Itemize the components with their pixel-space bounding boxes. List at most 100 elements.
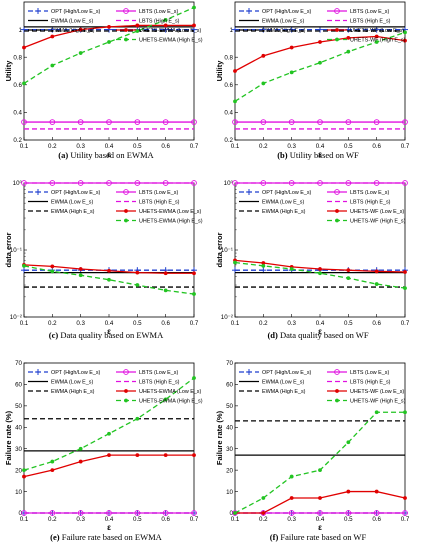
legend-marker bbox=[335, 398, 339, 403]
legend-label: LBTS (Low E_s) bbox=[139, 370, 178, 376]
x-tick-label: 0.7 bbox=[401, 143, 410, 150]
y-tick-label: 0.4 bbox=[224, 110, 233, 117]
plot-area bbox=[234, 1, 406, 141]
legend-label: OPT (High/Low E_s) bbox=[51, 9, 101, 15]
legend-entry: OPT (High/Low E_s) bbox=[239, 369, 312, 376]
legend-marker bbox=[123, 189, 129, 195]
data-point bbox=[77, 119, 84, 125]
legend-entry: UHETS-WF (Low E_s) bbox=[327, 28, 404, 34]
legend-entry: LBTS (High E_s) bbox=[327, 380, 391, 386]
data-point bbox=[288, 119, 295, 125]
legend-entry: UHETS-EWMA (Low E_s) bbox=[116, 28, 202, 34]
x-tick-label: 0.6 bbox=[161, 516, 170, 523]
data-point bbox=[403, 270, 407, 274]
x-tick-label: 0.7 bbox=[190, 516, 199, 523]
legend-entry: UHETS-EWMA (Low E_s) bbox=[116, 389, 202, 395]
data-point bbox=[107, 431, 111, 436]
x-tick-label: 0.4 bbox=[105, 516, 114, 523]
data-point bbox=[78, 27, 83, 32]
legend-entry: UHETS-EWMA (Low E_s) bbox=[116, 209, 202, 215]
legend-marker bbox=[124, 37, 128, 42]
x-tick-label: 0.6 bbox=[372, 516, 381, 523]
data-point bbox=[403, 496, 407, 500]
legend-label: EWMA (Low E_s) bbox=[262, 200, 304, 206]
x-tick-label: 0.5 bbox=[344, 143, 353, 150]
caption-tag: (e) bbox=[50, 532, 60, 542]
panel-a: 0.1 0.2 0.3 0.4 0.5 0.6 0.70.20.40.60.81εUtili… bbox=[4, 1, 203, 160]
legend-marker bbox=[334, 8, 340, 14]
x-tick-label: 0.6 bbox=[161, 143, 170, 150]
data-point bbox=[318, 60, 322, 65]
data-point bbox=[233, 69, 237, 73]
x-axis-label: ε bbox=[318, 523, 322, 532]
series-5 bbox=[233, 489, 407, 515]
legend-entry: EWMA (Low E_s) bbox=[28, 19, 93, 25]
legend-entry: EWMA (Low E_s) bbox=[28, 380, 93, 386]
x-tick-label: 0.5 bbox=[133, 516, 142, 523]
y-tick-label: 30 bbox=[15, 446, 22, 453]
data-point bbox=[318, 271, 322, 276]
figure-caption: (a) Utility based on EWMA bbox=[58, 150, 154, 160]
y-tick-label: 0.6 bbox=[224, 82, 233, 89]
data-point bbox=[78, 267, 83, 271]
data-point bbox=[261, 511, 266, 515]
x-tick-label: 0.4 bbox=[316, 143, 325, 150]
data-point bbox=[50, 63, 55, 68]
x-tick-label: 0.3 bbox=[287, 516, 296, 523]
series-6 bbox=[22, 376, 196, 473]
legend-label: EWMA (High E_s) bbox=[262, 389, 306, 395]
legend-entry: OPT (High/Low E_s) bbox=[28, 8, 101, 15]
data-point bbox=[107, 24, 111, 29]
x-tick-label: 0.2 bbox=[48, 143, 57, 150]
legend-label: LBTS (Low E_s) bbox=[139, 190, 178, 196]
y-axis-label: data error bbox=[215, 232, 224, 267]
x-axis-label: ε bbox=[107, 150, 111, 159]
data-point bbox=[232, 119, 238, 125]
caption-tag: (d) bbox=[267, 330, 278, 340]
legend-label: LBTS (Low E_s) bbox=[350, 370, 389, 376]
legend-entry: LBTS (Low E_s) bbox=[116, 8, 178, 15]
legend: OPT (High/Low E_s) LBTS (Low E_s) EWMA (Lo… bbox=[239, 369, 406, 405]
legend-entry: LBTS (Low E_s) bbox=[116, 189, 178, 196]
data-point bbox=[374, 282, 379, 286]
plot-area bbox=[23, 182, 195, 318]
x-tick-label: 0.4 bbox=[316, 516, 325, 523]
data-point bbox=[162, 119, 169, 125]
legend-entry: EWMA (High E_s) bbox=[28, 28, 95, 34]
x-tick-label: 0.6 bbox=[372, 143, 381, 150]
legend-entry: LBTS (High E_s) bbox=[116, 200, 180, 206]
x-axis-label: ε bbox=[318, 327, 322, 336]
data-point bbox=[50, 264, 55, 269]
data-point bbox=[107, 277, 111, 282]
panel-f: 0.1 0.2 0.3 0.4 0.5 0.6 0.7010203040506070εFai… bbox=[215, 360, 410, 542]
legend-label: LBTS (High E_s) bbox=[350, 380, 391, 386]
y-tick-label: 10⁻¹ bbox=[10, 247, 22, 254]
legend-marker bbox=[124, 209, 128, 213]
y-tick-label: 0.6 bbox=[13, 82, 22, 89]
data-point bbox=[346, 440, 351, 445]
panel-e: 0.1 0.2 0.3 0.4 0.5 0.6 0.7010203040506070εFai… bbox=[4, 360, 203, 542]
legend-label: LBTS (Low E_s) bbox=[350, 190, 389, 196]
legend-label: EWMA (High E_s) bbox=[262, 209, 306, 215]
x-tick-label: 0.2 bbox=[259, 516, 268, 523]
y-tick-label: 0.8 bbox=[224, 54, 233, 61]
data-point bbox=[78, 446, 83, 451]
x-tick-label: 0.6 bbox=[161, 320, 170, 327]
legend-label: EWMA (Low E_s) bbox=[262, 19, 304, 25]
legend-entry: LBTS (High E_s) bbox=[327, 200, 391, 206]
legend-entry: EWMA (Low E_s) bbox=[239, 380, 304, 386]
data-point bbox=[50, 34, 55, 39]
caption-text: Failure rate based on EWMA bbox=[62, 532, 163, 542]
legend-label: UHETS-EWMA (Low E_s) bbox=[139, 28, 202, 34]
legend-entry: UHETS-WF (High E_s) bbox=[327, 399, 406, 405]
data-point bbox=[374, 269, 379, 274]
data-point bbox=[233, 260, 237, 265]
data-point bbox=[318, 468, 322, 473]
legend: OPT (High/Low E_s) LBTS (Low E_s) EWMA (Lo… bbox=[28, 369, 203, 405]
plot-area bbox=[234, 362, 406, 514]
data-point bbox=[403, 30, 407, 35]
figure-caption: (f) Failure rate based on WF bbox=[270, 532, 367, 542]
legend-label: LBTS (Low E_s) bbox=[350, 9, 389, 15]
x-tick-label: 0.2 bbox=[259, 143, 268, 150]
legend-label: UHETS-EWMA (High E_s) bbox=[139, 399, 203, 405]
